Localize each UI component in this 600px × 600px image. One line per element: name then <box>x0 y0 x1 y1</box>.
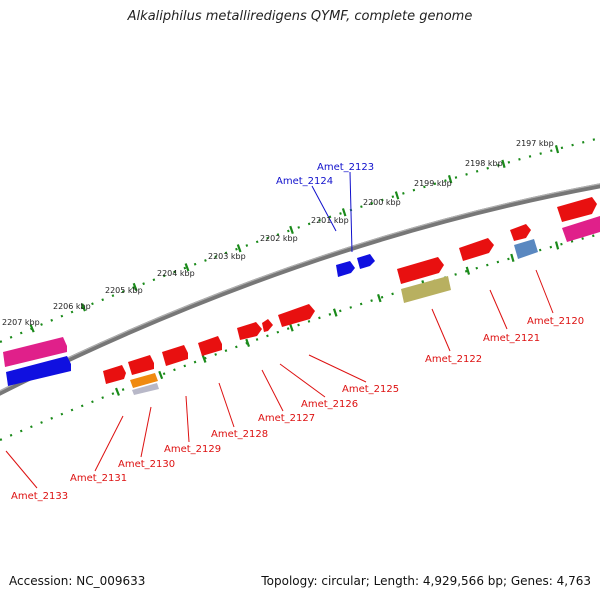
gene-feature[interactable] <box>336 261 355 277</box>
tick-label: 2207 kbp <box>2 318 40 327</box>
scale-tick <box>377 294 382 303</box>
leader-line <box>535 269 554 314</box>
gene-feature[interactable] <box>557 197 597 222</box>
scale-tick <box>184 263 190 272</box>
leader-line <box>431 308 451 352</box>
tick-label: 2202 kbp <box>260 234 298 243</box>
gene-label-amet-2131[interactable]: Amet_2131 <box>70 473 127 484</box>
leader-line <box>308 354 367 383</box>
gene-feature[interactable] <box>278 304 315 327</box>
genome-backbone <box>0 183 600 396</box>
genome-summary: Topology: circular; Length: 4,929,566 bp… <box>261 574 591 588</box>
gene-feature[interactable] <box>130 373 158 388</box>
gene-label-amet-2130[interactable]: Amet_2130 <box>118 459 175 470</box>
tick-label: 2197 kbp <box>516 139 554 148</box>
leader-line <box>140 406 152 458</box>
gene-feature[interactable] <box>128 355 154 375</box>
gene-label-amet-2124[interactable]: Amet_2124 <box>276 176 333 187</box>
tick-label: 2199 kbp <box>414 179 452 188</box>
gene-label-amet-2128[interactable]: Amet_2128 <box>211 429 268 440</box>
gene-feature[interactable] <box>459 238 494 261</box>
gene-label-amet-2126[interactable]: Amet_2126 <box>301 399 358 410</box>
label-leader-lines <box>5 171 554 489</box>
leader-line <box>185 395 190 443</box>
gene-labels: Amet_2123 Amet_2124 Amet_2120 Amet_2121 … <box>11 162 584 502</box>
gene-feature[interactable] <box>237 322 262 340</box>
scale-tick <box>80 303 87 312</box>
scale-tick <box>554 145 560 154</box>
gene-feature[interactable] <box>397 257 444 284</box>
tick-label: 2203 kbp <box>208 252 246 261</box>
gene-feature[interactable] <box>198 336 222 356</box>
gene-label-amet-2120[interactable]: Amet_2120 <box>527 316 584 327</box>
gene-label-amet-2133[interactable]: Amet_2133 <box>11 491 68 502</box>
leader-line <box>5 450 38 489</box>
gene-feature[interactable] <box>103 365 126 384</box>
leader-line <box>94 415 124 472</box>
gene-label-amet-2129[interactable]: Amet_2129 <box>164 444 221 455</box>
gene-label-amet-2122[interactable]: Amet_2122 <box>425 354 482 365</box>
tick-label: 2198 kbp <box>465 159 503 168</box>
scale-tick <box>289 225 294 235</box>
map-title: Alkaliphilus metalliredigens QYMF, compl… <box>127 9 473 24</box>
accession-label: Accession: NC_009633 <box>9 574 146 588</box>
gene-features <box>3 197 600 395</box>
scale-tick <box>201 354 207 363</box>
scale-tick <box>132 282 138 292</box>
scale-tick <box>394 191 400 200</box>
tick-label: 2200 kbp <box>363 198 401 207</box>
scale-tick <box>158 370 164 380</box>
gene-feature[interactable] <box>357 254 375 269</box>
leader-line <box>218 382 235 428</box>
gene-feature[interactable] <box>3 337 67 367</box>
gene-label-amet-2121[interactable]: Amet_2121 <box>483 333 540 344</box>
leader-line <box>489 289 508 330</box>
leader-line <box>349 171 353 253</box>
gene-feature[interactable] <box>262 319 273 332</box>
gene-label-amet-2127[interactable]: Amet_2127 <box>258 413 315 424</box>
scale-tick <box>510 253 515 262</box>
scale-tick <box>245 338 251 347</box>
gene-feature[interactable] <box>6 356 71 386</box>
scale-tick <box>554 241 560 250</box>
scale-tick <box>501 159 506 168</box>
tick-labels: 2197 kbp 2198 kbp 2199 kbp 2200 kbp 2201… <box>2 139 554 327</box>
tick-label: 2204 kbp <box>157 269 195 278</box>
gene-feature[interactable] <box>162 345 188 366</box>
gene-feature[interactable] <box>510 224 531 241</box>
leader-line <box>279 363 326 398</box>
scale-tick <box>114 387 120 396</box>
leader-line <box>311 185 337 232</box>
scale-tick <box>465 266 471 275</box>
genome-backbone-highlight <box>0 183 600 392</box>
scale-tick <box>341 208 347 217</box>
scale-tick <box>29 324 35 333</box>
scale-tick <box>236 244 242 253</box>
tick-layer <box>29 145 560 396</box>
scale-tick <box>332 308 338 317</box>
tick-label: 2205 kbp <box>105 286 143 295</box>
scale-tick <box>447 175 453 184</box>
scale-tick <box>289 323 294 332</box>
gene-feature[interactable] <box>401 276 451 303</box>
gene-label-amet-2123[interactable]: Amet_2123 <box>317 162 374 173</box>
tick-label: 2206 kbp <box>53 302 91 311</box>
gene-feature[interactable] <box>562 216 600 242</box>
gene-feature[interactable] <box>514 239 538 259</box>
leader-line <box>261 369 284 412</box>
gene-feature[interactable] <box>132 383 159 395</box>
tick-label: 2201 kbp <box>311 216 349 225</box>
gene-label-amet-2125[interactable]: Amet_2125 <box>342 384 399 395</box>
